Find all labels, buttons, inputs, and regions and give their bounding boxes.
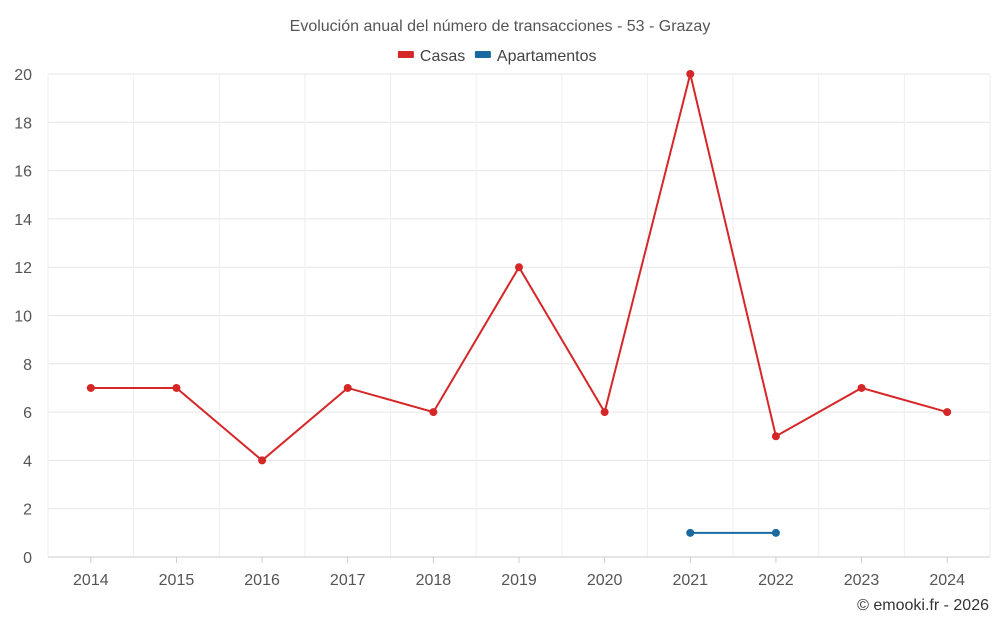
- data-point[interactable]: [943, 408, 952, 417]
- y-tick-label: 8: [23, 357, 32, 374]
- data-point[interactable]: [86, 383, 95, 392]
- x-tick-label: 2015: [159, 572, 195, 589]
- y-tick-label: 6: [23, 405, 32, 422]
- y-axis: 0 2 4 6 8 10 12 14 16 18 20: [14, 67, 32, 567]
- data-point[interactable]: [515, 263, 523, 272]
- legend-swatch: [397, 51, 414, 58]
- x-tick-label: 2023: [844, 572, 880, 589]
- x-tick-label: 2024: [929, 572, 965, 589]
- data-point[interactable]: [771, 432, 780, 441]
- legend-item[interactable]: Apartamentos: [474, 48, 597, 65]
- legend: Casas Apartamentos: [397, 48, 597, 65]
- y-tick-label: 14: [14, 212, 32, 229]
- x-tick-label: 2019: [501, 572, 537, 589]
- x-tick-label: 2020: [587, 572, 623, 589]
- data-point[interactable]: [429, 408, 438, 417]
- legend-swatch: [474, 51, 491, 58]
- data-point[interactable]: [857, 383, 866, 392]
- y-tick-label: 16: [14, 164, 32, 181]
- x-tick-label: 2017: [330, 572, 366, 589]
- y-tick-label: 4: [23, 453, 32, 470]
- data-point[interactable]: [686, 528, 695, 537]
- data-point[interactable]: [258, 456, 267, 465]
- x-tick-label: 2014: [73, 572, 109, 589]
- y-tick-label: 0: [23, 550, 32, 567]
- y-tick-label: 20: [14, 67, 32, 84]
- y-tick-label: 10: [14, 309, 32, 326]
- series-1: [686, 528, 780, 537]
- y-tick-label: 2: [23, 502, 32, 519]
- x-tick-label: 2021: [672, 572, 708, 589]
- series-layer: [86, 70, 952, 537]
- grid: [47, 73, 991, 558]
- data-point[interactable]: [172, 383, 181, 392]
- series-0: [86, 70, 952, 465]
- x-tick-label: 2016: [244, 572, 280, 589]
- data-point[interactable]: [600, 408, 609, 417]
- x-tick-label: 2018: [416, 572, 452, 589]
- chart-title: Evolución anual del número de transaccio…: [290, 18, 711, 35]
- data-point[interactable]: [343, 383, 352, 392]
- credit-text: © emooki.fr - 2026: [857, 597, 989, 614]
- legend-label: Casas: [420, 48, 465, 65]
- x-tick-label: 2022: [758, 572, 794, 589]
- x-axis: 2014 2015 2016 2017 2018 2019 2020 2021 2022 2023…: [73, 557, 965, 589]
- legend-item[interactable]: Casas: [397, 48, 465, 65]
- data-point[interactable]: [771, 528, 780, 537]
- y-tick-label: 18: [14, 115, 32, 132]
- y-tick-label: 12: [14, 260, 32, 277]
- legend-label: Apartamentos: [497, 48, 597, 65]
- data-point[interactable]: [686, 70, 695, 78]
